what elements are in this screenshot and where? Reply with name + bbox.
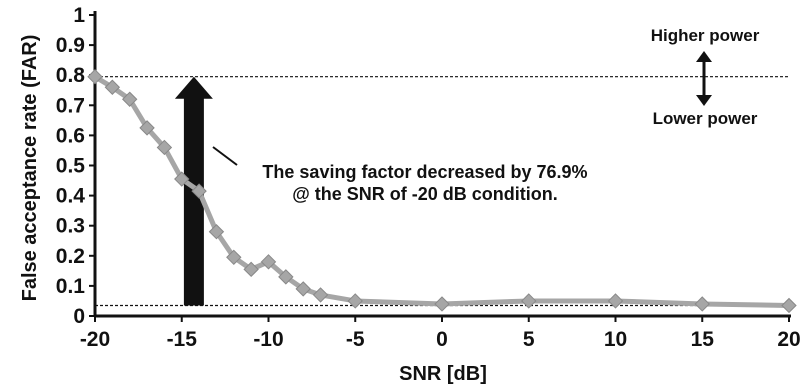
data-point-diamond: [208, 224, 225, 240]
x-tick-label: 15: [691, 328, 715, 351]
data-point-diamond: [226, 249, 242, 266]
data-point-diamond: [781, 297, 797, 314]
y-tick-label: 0.3: [56, 215, 85, 238]
x-axis-title: SNR [dB]: [399, 363, 487, 385]
data-point-diamond: [278, 269, 294, 285]
higher-power-label: Higher power: [651, 26, 760, 45]
y-axis-title: False acceptance rate (FAR): [19, 35, 41, 302]
y-tick-label: 1: [73, 4, 85, 27]
y-tick-label: 0.6: [56, 124, 85, 147]
data-point-diamond: [434, 296, 450, 312]
y-tick-label: 0.7: [56, 94, 85, 117]
saving-annotation-line1: The saving factor decreased by 76.9%: [262, 162, 587, 182]
y-tick-label: 0: [73, 305, 85, 328]
x-tick-label: -15: [167, 328, 198, 351]
annotation-pointer-line: [212, 146, 238, 166]
power-double-arrow-icon: [696, 51, 712, 106]
saving-annotation-line2: @ the SNR of -20 dB condition.: [292, 184, 558, 204]
data-point-diamond: [191, 183, 207, 199]
x-tick-label: 10: [604, 328, 627, 351]
y-tick-label: 0.2: [56, 245, 85, 268]
x-tick-label: -10: [253, 328, 283, 351]
data-point-diamond: [243, 261, 259, 278]
data-point-diamond: [694, 296, 710, 312]
data-point-diamond: [156, 139, 173, 156]
data-point-diamond: [312, 287, 329, 303]
y-tick-label: 0.1: [56, 275, 86, 298]
data-point-diamond: [121, 91, 138, 107]
y-tick-label: 0.8: [56, 64, 86, 87]
data-point-diamond: [174, 171, 190, 187]
y-tick-label: 0.5: [56, 155, 86, 178]
x-tick-label: 0: [436, 328, 448, 351]
data-point-diamond: [607, 293, 624, 309]
x-tick-label: 20: [777, 328, 800, 351]
data-point-diamond: [104, 79, 121, 95]
data-point-diamond: [295, 281, 311, 297]
x-tick-label: -20: [80, 328, 110, 351]
data-point-diamond: [260, 254, 277, 270]
data-point-diamond: [347, 293, 363, 309]
lower-power-label: Lower power: [653, 109, 758, 128]
data-point-diamond: [87, 68, 103, 85]
x-tick-label: 5: [523, 328, 535, 351]
y-tick-label: 0.4: [56, 185, 86, 208]
x-tick-label: -5: [346, 328, 365, 351]
data-point-diamond: [521, 293, 537, 309]
data-point-diamond: [139, 120, 155, 136]
y-tick-label: 0.9: [56, 34, 85, 57]
